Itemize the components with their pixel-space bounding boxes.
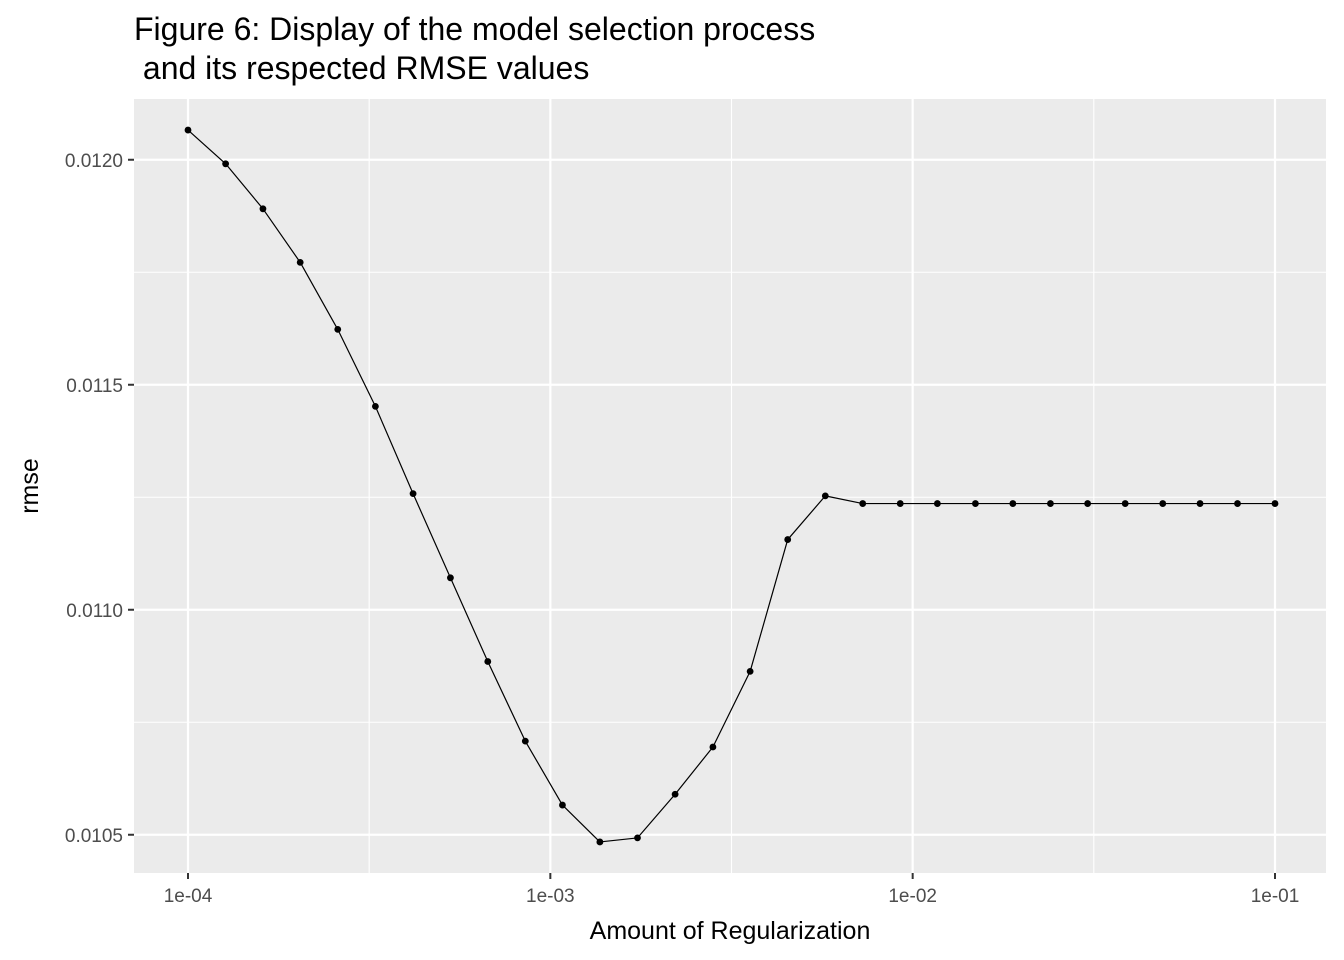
data-point	[296, 258, 304, 266]
data-point	[896, 500, 904, 507]
data-point	[933, 500, 941, 507]
y-tick-label: 0.0120	[65, 151, 123, 172]
axis-ticks: 1e-04 1e-03 1e-02 1e-01 0.0105 0.0110 0.0115 0.…	[65, 151, 1299, 907]
series-line	[187, 129, 1275, 843]
y-tick-label: 0.0105	[65, 826, 123, 847]
plot-panel	[134, 99, 1326, 873]
data-point	[634, 834, 641, 842]
data-point	[1121, 500, 1129, 507]
x-tick-label: 1e-04	[164, 886, 213, 907]
y-axis-title: rmse	[16, 458, 44, 514]
data-point	[521, 737, 529, 745]
series-layer	[184, 126, 1279, 846]
chart-title-line-1: Figure 6: Display of the model selection…	[134, 11, 816, 47]
data-point	[821, 492, 829, 500]
data-point	[596, 838, 604, 846]
data-point	[409, 490, 417, 498]
data-point	[1196, 500, 1204, 507]
y-tick-label: 0.0115	[66, 376, 123, 397]
data-point	[1047, 500, 1054, 507]
major-gridlines	[134, 99, 1326, 873]
data-point	[371, 402, 379, 410]
data-point	[222, 160, 230, 168]
x-tick-label: 1e-02	[888, 886, 937, 907]
data-point	[859, 500, 867, 507]
data-point	[447, 574, 454, 582]
minor-gridlines	[134, 99, 1326, 873]
data-point	[1009, 500, 1017, 507]
chart-title-line-2: and its respected RMSE values	[134, 50, 590, 86]
y-tick-label: 0.0110	[66, 601, 123, 622]
data-point	[559, 801, 566, 809]
data-point	[1084, 500, 1092, 507]
data-point	[1271, 500, 1279, 507]
data-point	[1159, 500, 1167, 507]
data-point	[1234, 500, 1241, 507]
data-point	[671, 790, 679, 798]
x-axis-title: Amount of Regularization	[590, 917, 871, 945]
data-point	[784, 536, 792, 543]
data-point	[484, 658, 492, 665]
data-point	[259, 205, 267, 213]
data-point	[334, 326, 342, 333]
data-point	[184, 126, 192, 134]
x-tick-label: 1e-03	[526, 886, 575, 907]
data-point	[709, 743, 717, 751]
data-point	[972, 500, 979, 507]
x-tick-label: 1e-01	[1251, 886, 1300, 907]
data-point	[746, 668, 754, 675]
